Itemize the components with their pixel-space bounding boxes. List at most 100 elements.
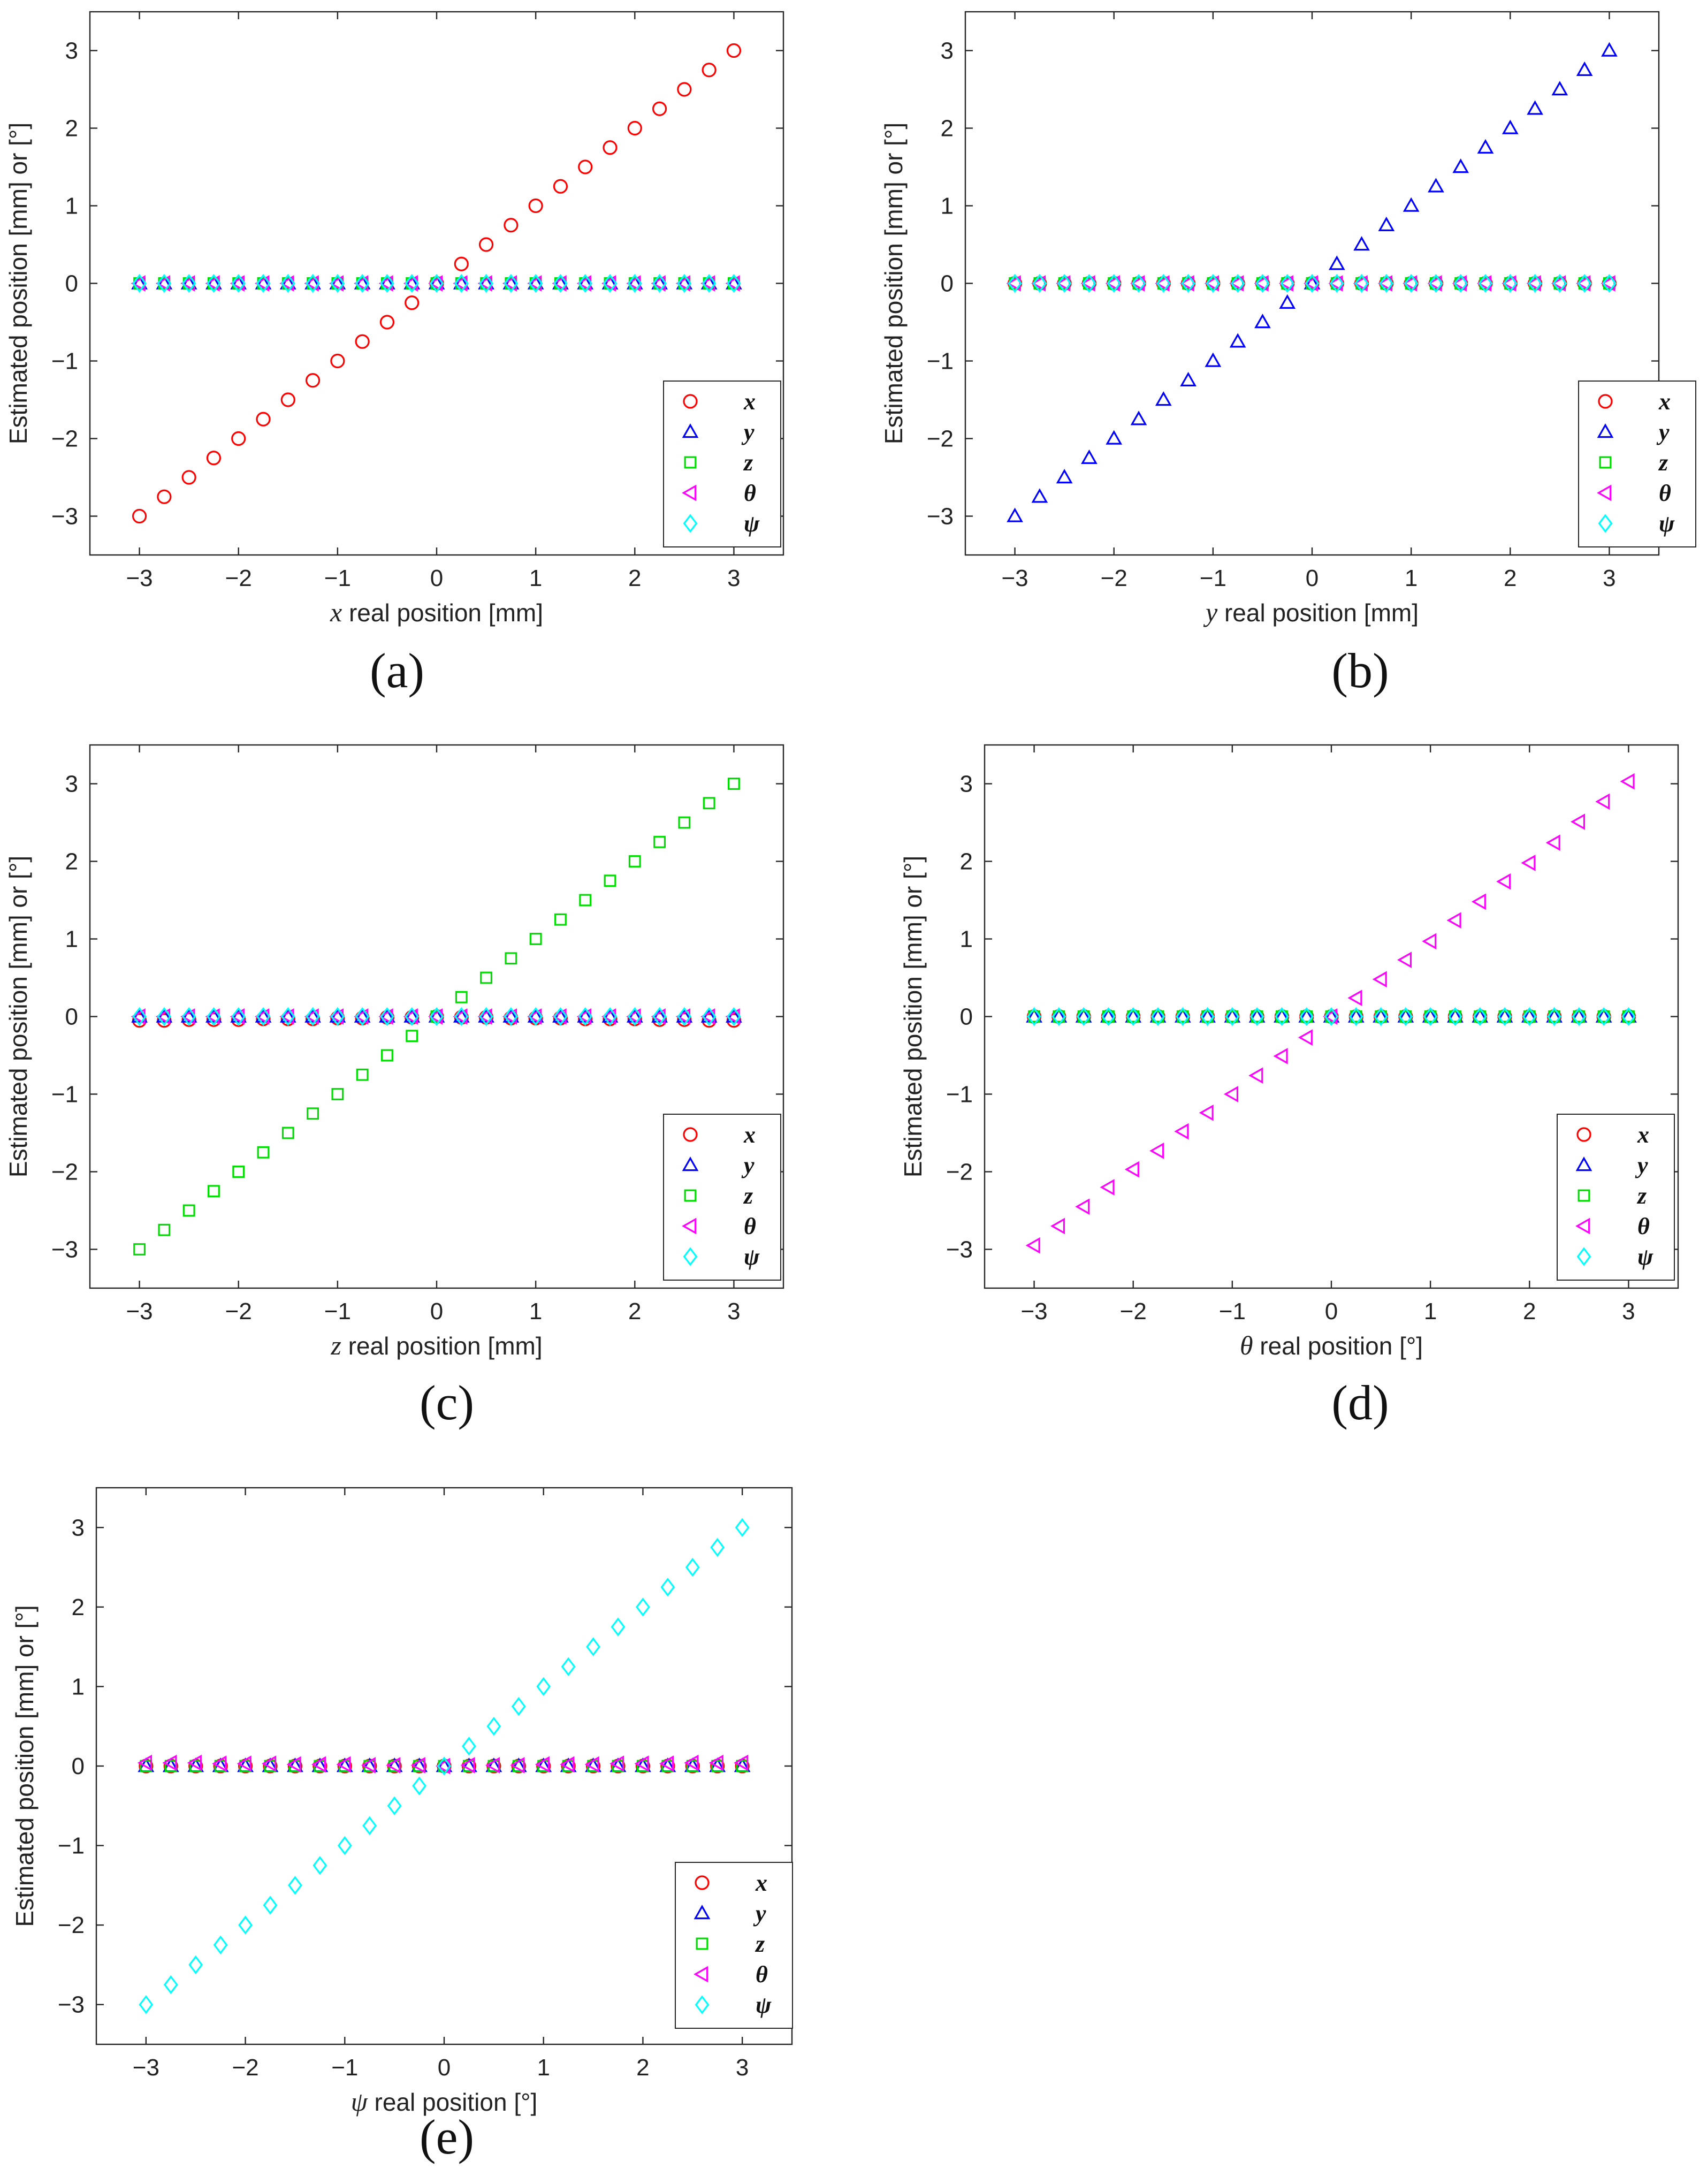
x-axis-unit: real position [mm] [342,599,543,627]
data-point-y [279,1008,296,1023]
data-point-x [553,179,568,194]
data-point-psi [1008,273,1022,293]
data-point-psi [586,1637,600,1656]
data-point-y [304,1008,321,1023]
data-point-z [232,1166,245,1178]
data-point-psi [1596,1007,1611,1026]
data-point-z [727,778,740,790]
data-point-psi [405,1007,420,1026]
data-point-psi [1051,1007,1066,1026]
x-axis-variable: y [1203,597,1218,627]
data-point-y [1056,469,1073,484]
data-point-theta [1545,834,1560,851]
data-point-y [205,1008,222,1023]
x-axis-unit: real position [mm] [1217,599,1419,627]
data-point-theta [1620,773,1635,790]
y-tick-label: −1 [927,348,954,375]
data-point-psi [280,1007,295,1026]
x-tick-label: 3 [1603,565,1615,591]
data-point-psi [1602,273,1617,293]
x-tick-label: 3 [727,1298,740,1325]
legend-label: y [741,1152,755,1178]
data-point-psi [1225,1007,1240,1026]
data-point-theta [187,1754,202,1771]
data-point-y [1378,216,1395,231]
data-point-psi [330,1007,345,1026]
data-point-z [554,913,567,926]
data-point-psi [652,273,667,293]
data-point-y [230,1008,247,1023]
legend-marker [683,1127,698,1142]
y-tick-label: −3 [58,1992,85,2018]
data-point-psi [1206,273,1221,293]
data-point-z [628,855,641,867]
panel-caption-e: (e) [419,2110,475,2164]
legend-marker [1598,514,1613,533]
legend-marker [682,1217,697,1235]
data-point-psi [256,273,271,293]
panel-caption-a: (a) [369,643,425,698]
data-point-psi [238,1915,253,1935]
data-point-theta [386,1757,401,1774]
data-point-theta [361,1757,376,1774]
data-point-y [1477,139,1494,154]
data-point-y [552,1008,569,1023]
data-point-psi [479,1007,493,1026]
x-tick-label: 3 [727,565,740,591]
x-axis-unit: real position [°] [1253,1332,1423,1360]
data-point-y [1106,430,1123,445]
y-tick-label: 3 [960,771,973,797]
y-tick-label: −3 [946,1237,973,1263]
data-point-psi [1621,1007,1636,1026]
data-point-x [206,451,222,466]
data-point-psi [1156,273,1171,293]
data-point-psi [685,1557,700,1577]
data-point-theta [1025,1237,1040,1254]
x-tick-label: 0 [430,565,443,591]
data-point-theta [485,1757,500,1774]
legend-marker [694,1905,711,1920]
data-point-psi [1057,273,1072,293]
data-point-z [257,1146,270,1159]
data-point-theta [1149,1143,1164,1159]
chart-panel-a: −3 −2 −1 0 1 2 3 −3 −2 −1 0 1 2 3 x real position [mm]… [4,11,784,627]
legend-label: z [755,1931,765,1957]
data-point-z [579,894,592,907]
data-point-z [182,1204,195,1217]
x-tick-label: −3 [133,2054,159,2081]
data-point-psi [454,273,469,293]
legend-label: z [1636,1183,1647,1209]
x-tick-label: −2 [225,565,252,591]
data-point-x [157,489,172,504]
data-point-theta [410,1757,425,1774]
data-point-x [132,508,147,524]
y-tick-label: 0 [72,1753,85,1779]
data-point-psi [702,273,717,293]
x-tick-label: 3 [1622,1298,1635,1325]
data-point-y [1007,507,1023,522]
data-point-theta [1298,1029,1313,1046]
y-axis-label: Estimated position [mm] or [°] [899,856,927,1177]
legend-label: y [741,419,755,445]
data-point-psi [603,273,618,293]
data-point-z [703,797,715,810]
legend-marker [1599,456,1612,469]
data-point-psi [181,273,196,293]
data-point-psi [231,273,246,293]
x-tick-label: −1 [1219,1298,1246,1325]
data-point-psi [1522,1007,1537,1026]
x-axis-label: ψ real position [°] [351,2087,538,2117]
data-point-y [626,1008,643,1023]
data-point-psi [462,1737,476,1756]
data-point-y [1205,352,1222,367]
data-point-x [528,198,543,214]
x-tick-label: −2 [1101,565,1127,591]
legend-marker [1578,1189,1590,1202]
data-point-theta [311,1756,326,1773]
legend-box [663,1114,781,1281]
data-point-psi [437,1756,452,1776]
x-tick-label: −3 [126,1298,153,1325]
data-point-psi [1547,1007,1561,1026]
chart-panel-e: −3 −2 −1 0 1 2 3 −3 −2 −1 0 1 2 3 ψ real position [°] E… [11,1487,793,2117]
